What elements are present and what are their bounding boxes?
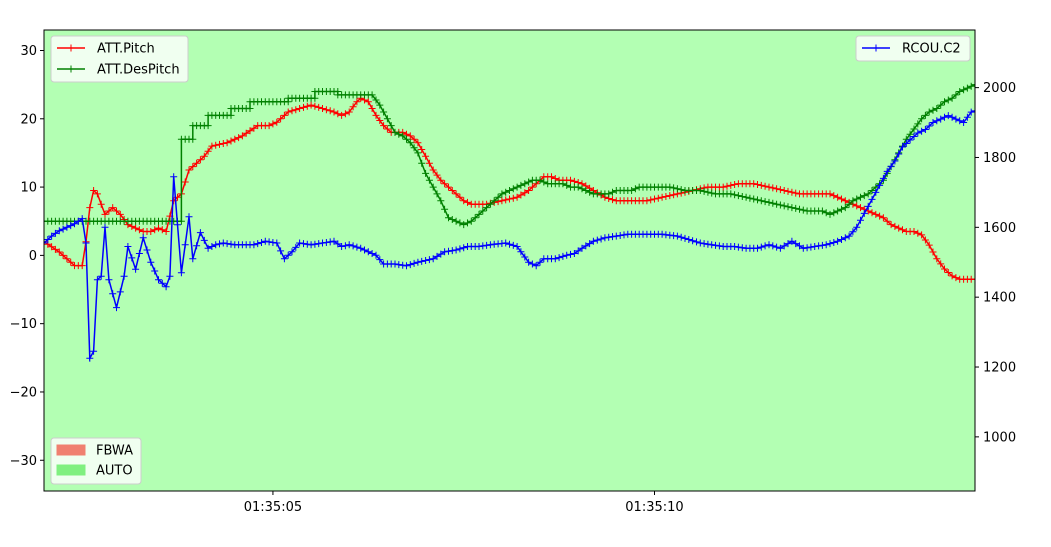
x-tick-label: 01:35:10 [625, 500, 683, 515]
legend-entry-label: ATT.DesPitch [97, 63, 180, 78]
plot-background [44, 30, 975, 491]
right-y-axis: 2000 1800 1600 1400 1200 1000 [975, 81, 1016, 445]
x-tick-label: 01:35:05 [244, 500, 302, 515]
right-tick-label: 1800 [983, 151, 1016, 166]
series-rcou-c2 [44, 107, 975, 362]
right-tick-label: 1000 [983, 430, 1016, 445]
series-markers [44, 107, 975, 362]
legend-mode-swatch [56, 444, 86, 456]
series-layer [44, 81, 975, 362]
series-att-despitch [44, 81, 975, 229]
legend-mode-swatch [56, 464, 86, 476]
legend-frame [50, 35, 189, 83]
plot-frame [43, 29, 976, 492]
legend-pitch: ATT.Pitch ATT.DesPitch [50, 35, 189, 83]
legend-entry-label: ATT.Pitch [97, 42, 155, 57]
left-tick-label: 30 [20, 44, 37, 59]
legend-modes: FBWA AUTO [50, 437, 142, 485]
right-tick-label: 1400 [983, 291, 1016, 306]
left-y-axis: 30 20 10 0 −10 −20 −30 [10, 44, 44, 469]
right-tick-label: 1200 [983, 361, 1016, 376]
left-tick-label: −10 [10, 317, 37, 332]
legend-rcou: RCOU.C2 [855, 35, 971, 62]
legend-entry-label: RCOU.C2 [902, 42, 961, 57]
left-tick-label: 20 [20, 112, 37, 127]
legend-frame [855, 35, 971, 62]
legend-marker-swatch [67, 44, 75, 52]
right-tick-label: 1600 [983, 221, 1016, 236]
left-tick-label: −20 [10, 385, 37, 400]
series-markers [44, 81, 975, 229]
legend-mode-label: FBWA [96, 444, 133, 459]
left-tick-label: 0 [29, 249, 37, 264]
right-tick-label: 2000 [983, 81, 1016, 96]
left-tick-label: 10 [20, 181, 37, 196]
legend-marker-swatch [67, 65, 75, 73]
left-tick-label: −30 [10, 454, 37, 469]
x-axis: 01:35:05 01:35:10 [244, 491, 684, 515]
legend-mode-label: AUTO [96, 464, 133, 479]
legend-marker-swatch [872, 44, 880, 52]
